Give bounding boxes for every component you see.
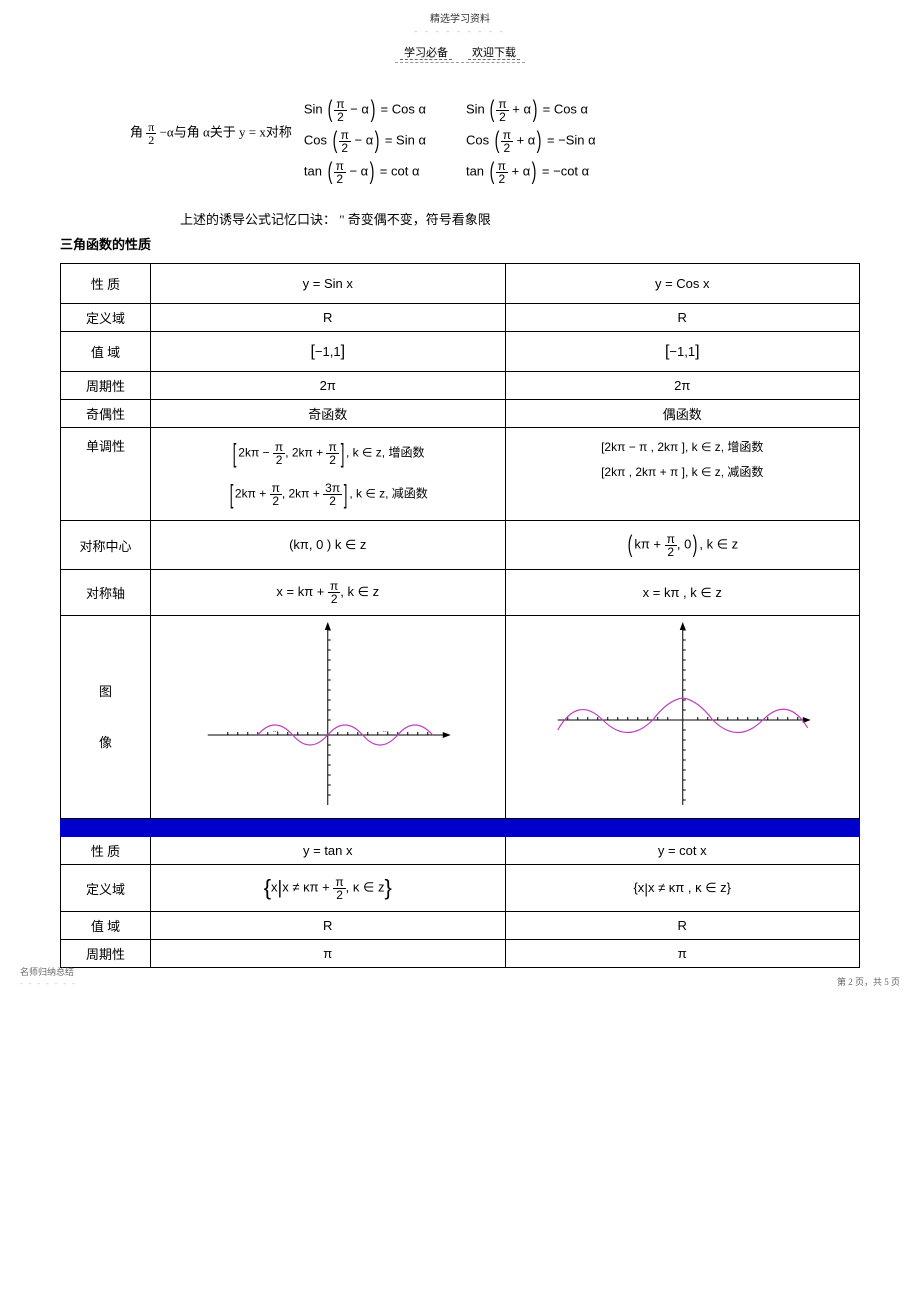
header-sub: 学习必备 欢迎下载 [60, 44, 860, 63]
row-parity: 奇偶性 奇函数 偶函数 [61, 400, 860, 428]
th-sin: y = Sin x [151, 264, 506, 304]
header-dots: - - - - - - - - - [60, 27, 860, 36]
row-center: 对称中心 (kπ, 0 ) k ∈ z (kπ + π2, 0), k ∈ z [61, 521, 860, 570]
formula-col-right: Sin (π2 + α) = Cos α Cos (π2 + α) = −Sin… [466, 93, 596, 189]
header-top: 精选学习资料 [60, 10, 860, 25]
row2-domain: 定义域 {x|x ≠ κπ + π2, κ ∈ z} {x|x ≠ κπ , κ… [61, 865, 860, 912]
induction-formulas: 角 π2 −α与角 α关于 y = x对称 Sin (π2 − α) = Cos… [130, 93, 860, 189]
th2-cot: y = cot x [505, 837, 860, 865]
row-period: 周期性 2π 2π [61, 372, 860, 400]
row2-period: 周期性 π π [61, 940, 860, 968]
row-axis: 对称轴 x = kπ + π2, k ∈ z x = kπ , k ∈ z [61, 570, 860, 616]
graph-label-2: 像 [67, 727, 144, 758]
mnemonic-line: 上述的诱导公式记忆口诀： " 奇变偶不变，符号看象限 [180, 209, 860, 228]
footer-right: 第 2 页，共 5 页 [837, 975, 900, 988]
svg-text:...: ... [273, 725, 279, 734]
th-prop: 性 质 [61, 264, 151, 304]
header-sub-right: 欢迎下载 [468, 47, 520, 60]
symmetry-intro: 角 π2 −α与角 α关于 y = x对称 [130, 93, 292, 146]
sin-graph: ... ... [151, 616, 506, 819]
graph-label-1: 图 [67, 676, 144, 707]
row2-range: 值 域 R R [61, 912, 860, 940]
footer-left: 名师归纳总结- - - - - - - [20, 965, 77, 988]
row-monotonic: 单调性 [2kπ − π2, 2kπ + π2], k ∈ z, 增函数 [2k… [61, 428, 860, 521]
cos-graph [505, 616, 860, 819]
formula-col-left: Sin (π2 − α) = Cos α Cos (π2 − α) = Sin … [304, 93, 426, 189]
blue-separator-row [61, 819, 860, 837]
row-range: 值 域 [−1,1] [−1,1] [61, 332, 860, 372]
row-domain: 定义域 R R [61, 304, 860, 332]
header-sub-left: 学习必备 [400, 47, 452, 60]
properties-table-1: 性 质 y = Sin x y = Cos x 定义域 R R 值 域 [−1,… [60, 263, 860, 968]
th-cos: y = Cos x [505, 264, 860, 304]
th2-prop: 性 质 [61, 837, 151, 865]
row-graph: 图 像 ... ... [61, 616, 860, 819]
section-title: 三角函数的性质 [60, 234, 860, 253]
th2-tan: y = tan x [151, 837, 506, 865]
svg-text:...: ... [383, 725, 389, 734]
